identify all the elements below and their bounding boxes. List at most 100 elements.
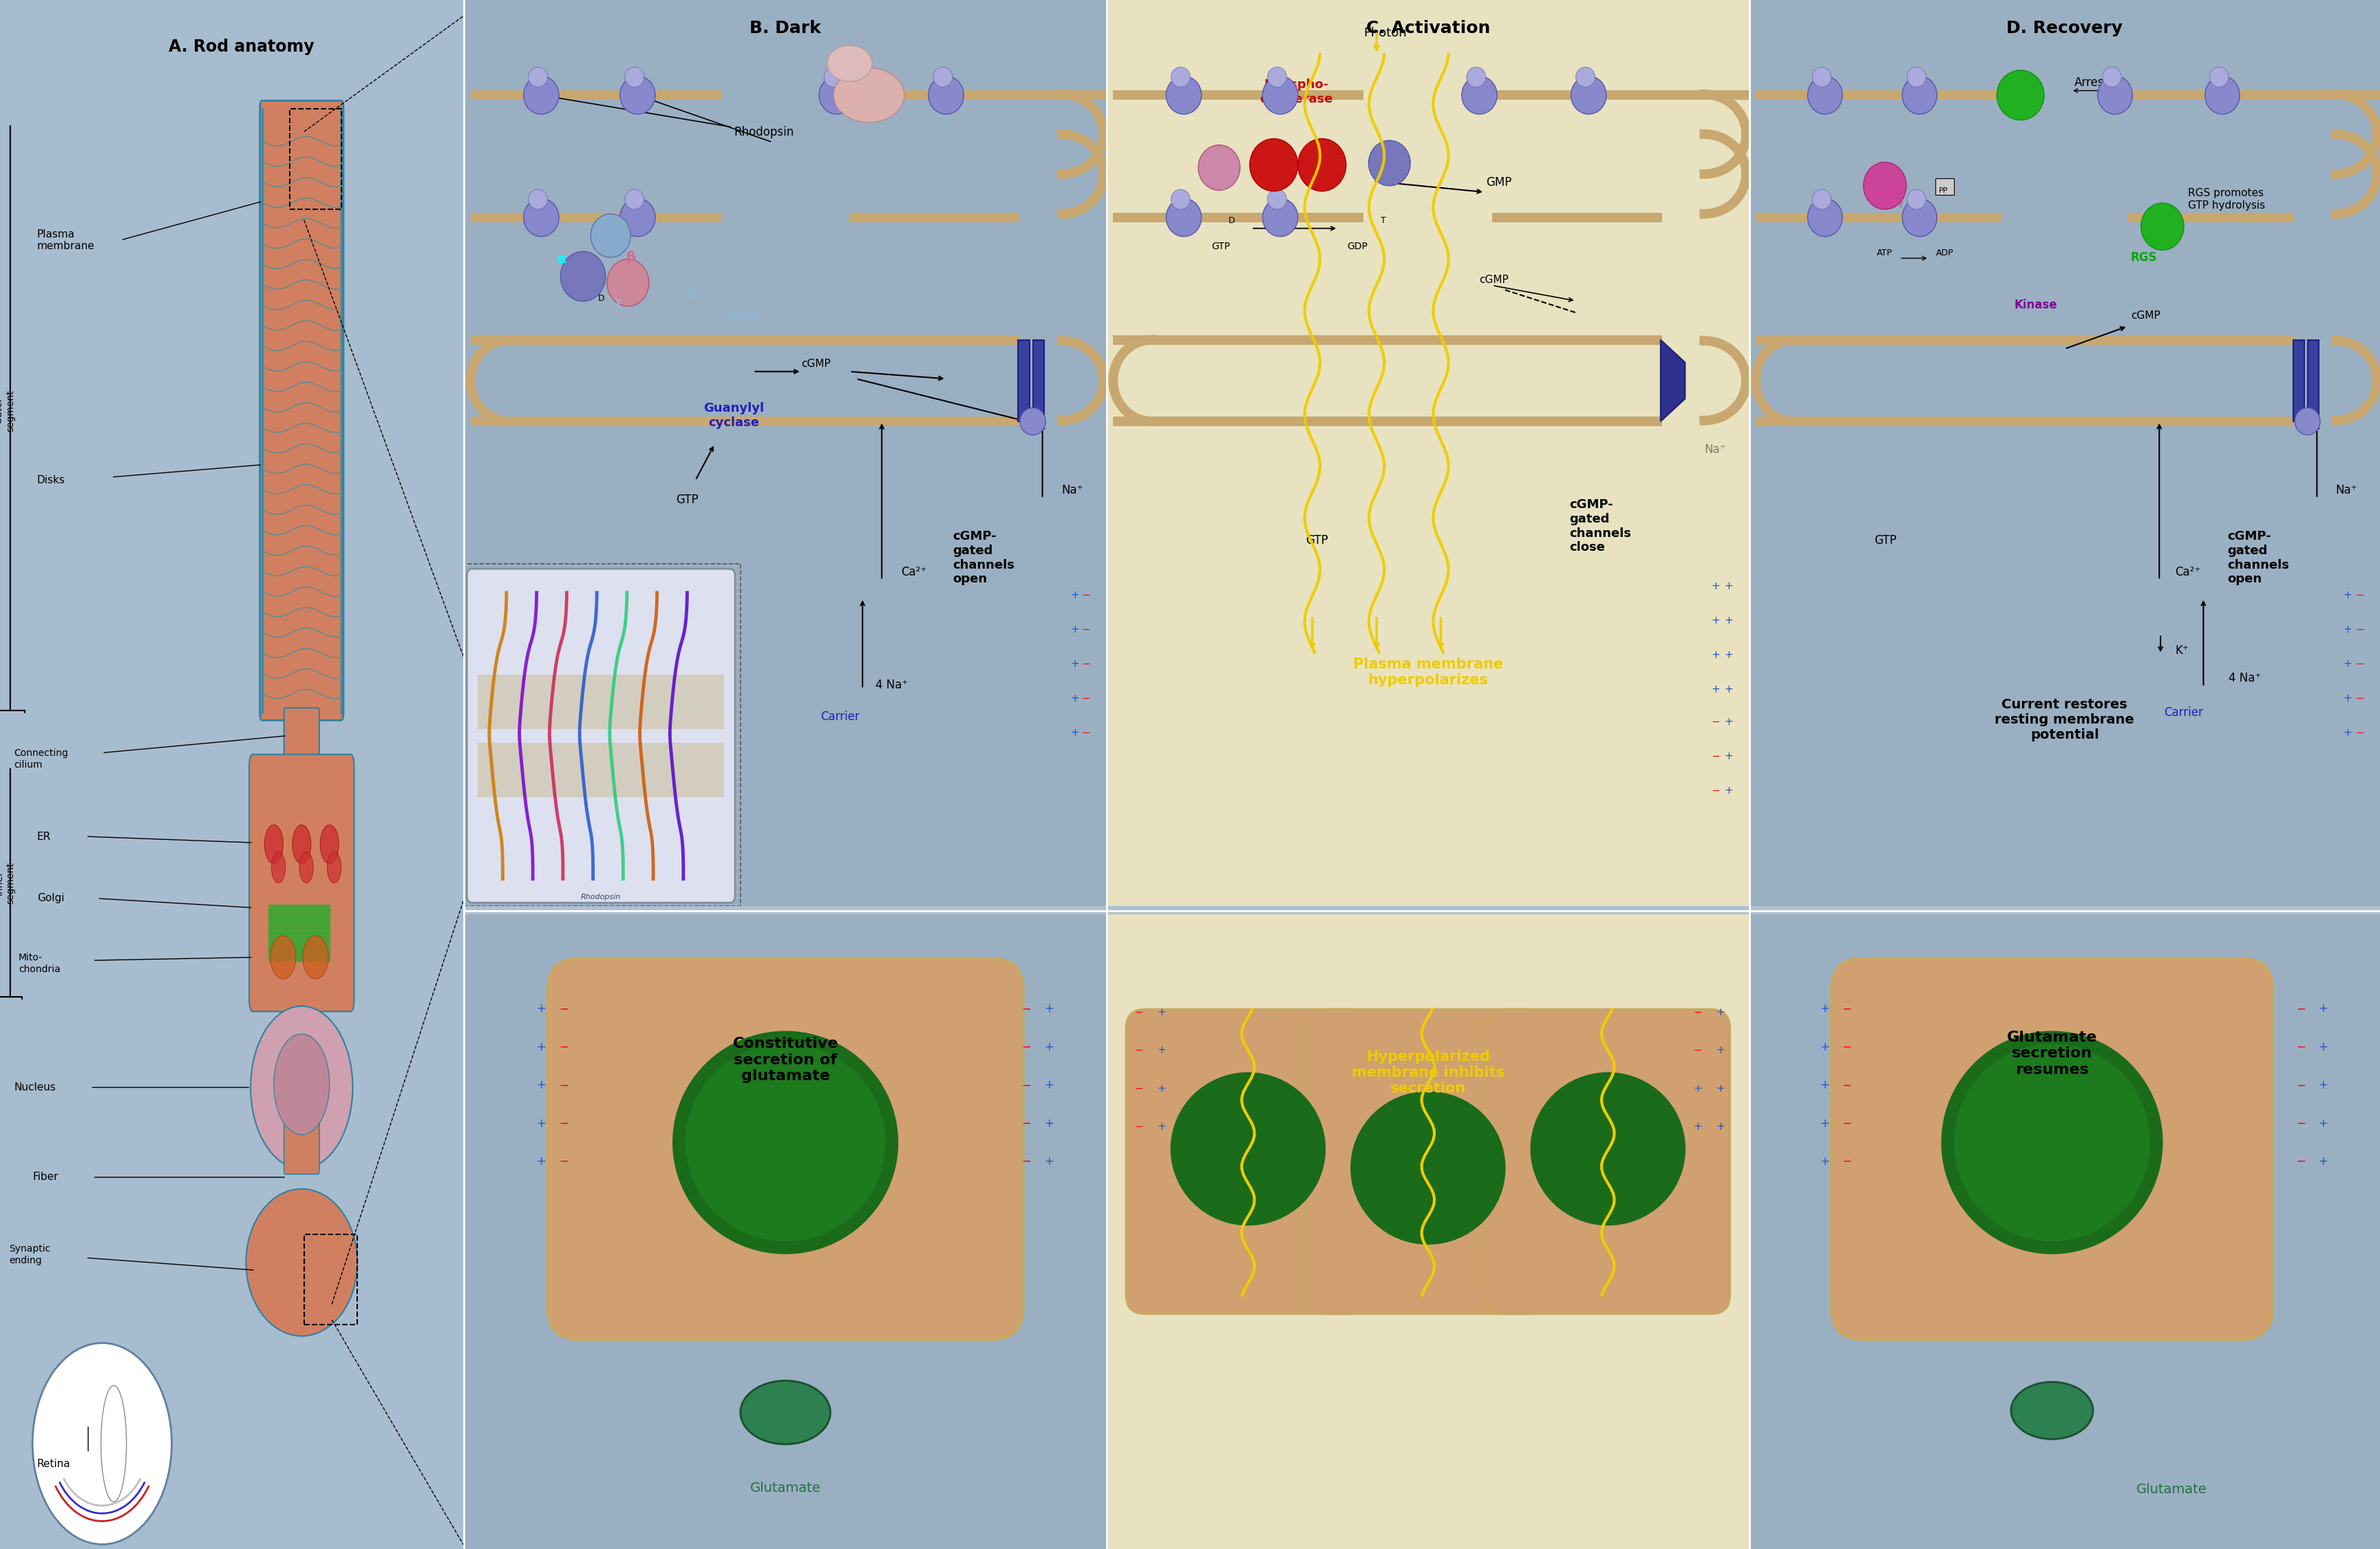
Circle shape — [1352, 1092, 1504, 1244]
Text: −: − — [2297, 1080, 2306, 1092]
Text: +: + — [1821, 1156, 1830, 1168]
Text: −: − — [1021, 1041, 1031, 1053]
Ellipse shape — [2102, 67, 2121, 87]
Text: Connecting
cilium: Connecting cilium — [14, 748, 69, 770]
Ellipse shape — [524, 76, 559, 115]
Text: T: T — [1380, 215, 1385, 225]
Text: Ca²⁺: Ca²⁺ — [902, 565, 926, 578]
FancyBboxPatch shape — [466, 568, 735, 903]
Text: −: − — [2356, 692, 2363, 703]
Ellipse shape — [1021, 407, 1045, 435]
Text: −: − — [1021, 1117, 1031, 1129]
Text: D: D — [597, 294, 605, 304]
Ellipse shape — [1261, 76, 1297, 115]
Text: +: + — [1071, 658, 1078, 669]
Ellipse shape — [264, 824, 283, 864]
Text: A. Rod anatomy: A. Rod anatomy — [169, 39, 314, 56]
Text: GTP: GTP — [1307, 534, 1328, 547]
Bar — [1019, 339, 1031, 421]
Text: Fiber: Fiber — [33, 1173, 57, 1182]
Text: −: − — [1083, 658, 1090, 669]
Ellipse shape — [740, 1380, 831, 1444]
Bar — [290, 108, 340, 209]
Text: GTP: GTP — [1211, 242, 1230, 251]
Text: +: + — [2318, 1117, 2328, 1129]
Text: −: − — [2297, 1117, 2306, 1129]
Text: −: − — [1711, 785, 1721, 796]
Text: −: − — [1842, 1117, 1852, 1129]
Text: Constitutive
secretion of
glutamate: Constitutive secretion of glutamate — [733, 1038, 838, 1083]
Text: −: − — [1021, 1156, 1031, 1168]
Ellipse shape — [302, 936, 328, 979]
Ellipse shape — [1166, 76, 1202, 115]
Text: 4 Na⁺: 4 Na⁺ — [876, 678, 907, 691]
Text: +: + — [1711, 581, 1721, 592]
Ellipse shape — [1809, 198, 1842, 237]
Text: −: − — [1711, 717, 1721, 726]
Text: +: + — [1725, 581, 1733, 592]
FancyBboxPatch shape — [269, 932, 331, 948]
Text: Carrier: Carrier — [2163, 706, 2204, 719]
FancyBboxPatch shape — [1830, 959, 2273, 1340]
FancyBboxPatch shape — [283, 1080, 319, 1174]
Bar — [1935, 178, 1954, 195]
Text: −: − — [559, 1117, 569, 1129]
Text: G: G — [690, 287, 700, 301]
Ellipse shape — [833, 68, 904, 122]
Text: −: − — [2297, 1002, 2306, 1015]
Text: +: + — [1716, 1121, 1725, 1132]
Text: −: − — [1135, 1046, 1142, 1056]
FancyBboxPatch shape — [259, 101, 343, 720]
Text: Phospho-
diesterase: Phospho- diesterase — [1259, 79, 1333, 105]
Text: −: − — [1021, 1080, 1031, 1092]
Text: −: − — [2356, 658, 2363, 669]
Text: D: D — [1228, 215, 1235, 225]
Text: +: + — [2318, 1002, 2328, 1015]
Text: −: − — [2297, 1156, 2306, 1168]
Text: GDP: GDP — [1347, 242, 1368, 251]
Ellipse shape — [607, 259, 650, 307]
Text: RGS: RGS — [2130, 251, 2156, 263]
Text: −: − — [559, 1080, 569, 1092]
Text: +: + — [1711, 649, 1721, 660]
FancyBboxPatch shape — [269, 905, 331, 920]
Text: Trimeric: Trimeric — [724, 311, 759, 321]
Text: Plasma membrane
hyperpolarizes: Plasma membrane hyperpolarizes — [1352, 657, 1504, 686]
Text: +: + — [1695, 1121, 1702, 1132]
Text: −: − — [2297, 1041, 2306, 1053]
Text: +: + — [2318, 1080, 2328, 1092]
Text: Photon: Photon — [1364, 26, 1407, 39]
Ellipse shape — [1266, 189, 1288, 209]
Text: +: + — [536, 1156, 545, 1168]
Ellipse shape — [1906, 67, 1925, 87]
Text: Hyperpolarized
membrane inhibits
secretion: Hyperpolarized membrane inhibits secreti… — [1352, 1050, 1504, 1095]
Polygon shape — [1661, 339, 1685, 421]
Ellipse shape — [2209, 67, 2228, 87]
Ellipse shape — [1997, 70, 2044, 121]
Ellipse shape — [819, 76, 854, 115]
Text: Disks: Disks — [38, 476, 64, 485]
Text: Outer
segment: Outer segment — [0, 389, 14, 431]
Ellipse shape — [1902, 198, 1937, 237]
Text: +: + — [1821, 1080, 1830, 1092]
Text: Inner
segment: Inner segment — [0, 861, 14, 903]
Text: C. Activation: C. Activation — [1366, 20, 1490, 37]
Text: +: + — [1045, 1041, 1054, 1053]
FancyBboxPatch shape — [269, 946, 331, 962]
Circle shape — [685, 1044, 885, 1241]
Ellipse shape — [828, 45, 871, 82]
Ellipse shape — [1809, 76, 1842, 115]
Text: +: + — [1695, 1083, 1702, 1094]
Text: −: − — [1842, 1041, 1852, 1053]
Ellipse shape — [2011, 1382, 2092, 1439]
Text: Na⁺: Na⁺ — [1704, 443, 1725, 455]
Text: +: + — [2342, 728, 2351, 737]
Circle shape — [1942, 1032, 2163, 1253]
Text: −: − — [1135, 1083, 1142, 1094]
Text: cGMP: cGMP — [1480, 274, 1509, 285]
Text: B. Dark: B. Dark — [750, 20, 821, 37]
Text: γ: γ — [614, 296, 621, 307]
Text: G: G — [1873, 194, 1880, 203]
Bar — [2309, 339, 2318, 421]
Ellipse shape — [245, 1190, 357, 1335]
